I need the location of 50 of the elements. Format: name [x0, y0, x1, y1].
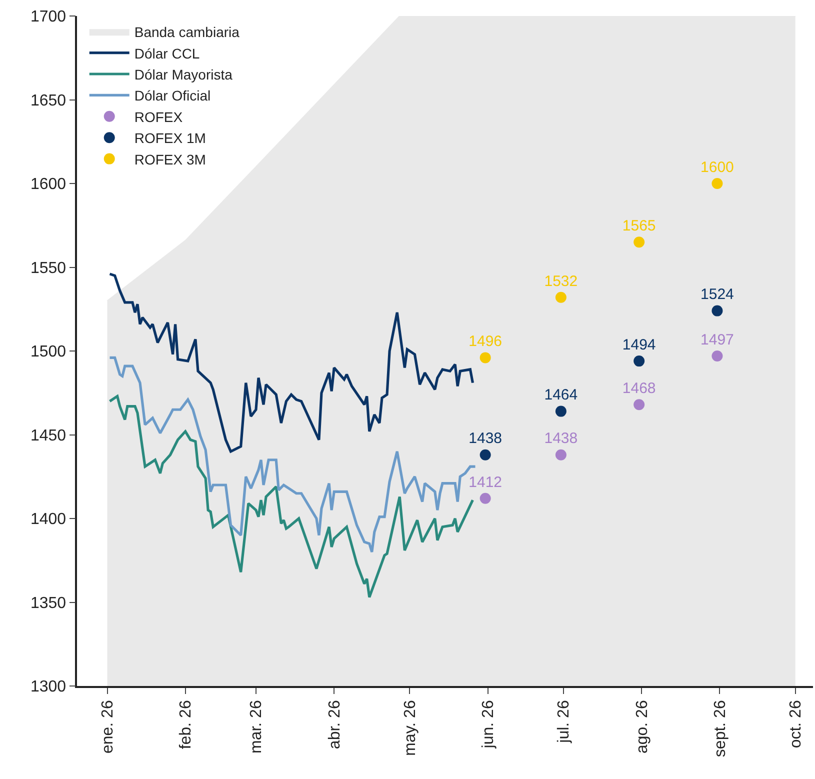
legend-label: ROFEX 3M: [134, 151, 206, 168]
legend-label: Dólar Mayorista: [134, 66, 233, 82]
data-label: 1438: [544, 430, 578, 448]
data-label: 1412: [468, 474, 502, 491]
y-tick-label: 1600: [30, 176, 66, 194]
x-tick-label: jul. 26: [556, 700, 573, 744]
y-tick-label: 1650: [30, 92, 66, 110]
data-label: 1464: [544, 386, 578, 404]
data-label: 1468: [622, 380, 656, 397]
point: [480, 449, 491, 460]
point: [712, 305, 723, 316]
point: [712, 178, 723, 189]
y-tick-label: 1300: [30, 678, 66, 696]
point: [555, 406, 566, 417]
legend-label: Dólar Oficial: [134, 88, 211, 104]
point: [555, 449, 566, 460]
x-tick-label: jun. 26: [480, 700, 498, 750]
legend-label: ROFEX: [134, 108, 184, 125]
point: [634, 399, 645, 410]
y-tick-label: 1700: [30, 8, 66, 26]
y-tick-label: 1350: [30, 594, 66, 612]
point: [555, 292, 566, 303]
legend-label: Banda cambiaria: [134, 24, 240, 40]
x-tick-label: oct. 26: [788, 700, 805, 748]
y-tick-label: 1500: [30, 344, 66, 361]
x-tick-label: may. 26: [402, 700, 419, 756]
data-label: 1438: [468, 430, 502, 448]
legend-label: ROFEX 1M: [134, 130, 206, 146]
point: [712, 350, 723, 362]
data-label: 1524: [700, 286, 734, 304]
y-tick-label: 1450: [30, 427, 66, 444]
point: [634, 236, 645, 248]
y-tick-label: 1400: [30, 511, 66, 528]
legend-label: Dólar CCL: [134, 45, 200, 62]
data-label: 1494: [622, 336, 656, 354]
point: [480, 492, 491, 504]
x-tick-label: ago. 26: [634, 700, 651, 754]
x-tick-label: feb. 26: [178, 700, 195, 750]
x-tick-label: abr. 26: [326, 700, 344, 750]
data-label: 1532: [544, 272, 578, 290]
data-label: 1600: [700, 158, 734, 176]
x-tick-label: mar. 26: [248, 700, 266, 754]
point: [634, 356, 645, 367]
y-tick-label: 1550: [30, 260, 66, 277]
point: [480, 352, 491, 364]
data-label: 1497: [700, 331, 734, 348]
data-label: 1565: [622, 218, 656, 235]
x-tick-label: ene. 26: [99, 700, 116, 754]
data-label: 1496: [468, 333, 502, 350]
x-tick-label: sept. 26: [712, 700, 729, 758]
